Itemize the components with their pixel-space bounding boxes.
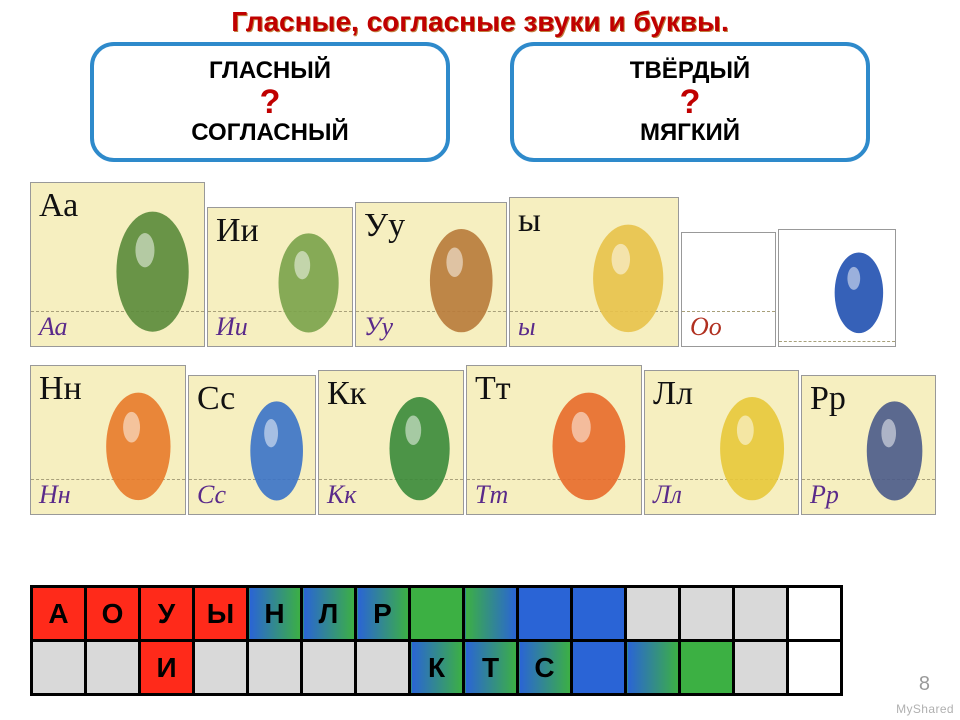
- letter-card: Уу Уу: [355, 202, 507, 347]
- table-cell: С: [518, 641, 572, 695]
- table-cell: [32, 641, 86, 695]
- option-boxes: ГЛАСНЫЙ ? СОГЛАСНЫЙ ТВЁРДЫЙ ? МЯГКИЙ: [0, 42, 960, 162]
- table-cell: О: [86, 587, 140, 641]
- letter-card: Лл Лл: [644, 370, 799, 515]
- blue-C-icon: [242, 386, 311, 504]
- table-cell: [248, 641, 302, 695]
- snail-U-icon: [420, 213, 503, 336]
- print-letter: [779, 230, 895, 234]
- table-cell: [680, 587, 734, 641]
- letter-card: Кк Кк: [318, 370, 464, 515]
- planet-O-icon: [827, 240, 891, 336]
- hard-soft-box: ТВЁРДЫЙ ? МЯГКИЙ: [510, 42, 870, 162]
- vowel-consonant-box: ГЛАСНЫЙ ? СОГЛАСНЫЙ: [90, 42, 450, 162]
- needles-I-icon: [269, 218, 348, 336]
- table-cell: [86, 641, 140, 695]
- print-letter: [682, 233, 775, 237]
- phone-T-icon: [541, 376, 637, 504]
- table-cell: [788, 641, 842, 695]
- letter-card: Нн Нн: [30, 365, 186, 515]
- watermark: MyShared: [896, 702, 954, 716]
- table-cell: [572, 641, 626, 695]
- table-cell: К: [410, 641, 464, 695]
- table-cell: [734, 641, 788, 695]
- letter-cards-row-1: Аа АаИи ИиУу Ууы ыОо: [0, 182, 960, 347]
- table-cell: [788, 587, 842, 641]
- page-title: Гласные, согласные звуки и буквы.: [0, 0, 960, 38]
- cactus-K-icon: [380, 381, 459, 504]
- table-cell: [734, 587, 788, 641]
- letter-card: [778, 229, 896, 347]
- box-right-qmark: ?: [680, 85, 701, 119]
- cheese-Y-icon: [582, 208, 674, 336]
- letter-card: Рр Рр: [801, 375, 936, 515]
- socks-N-icon: [96, 376, 181, 504]
- box-left-qmark: ?: [260, 85, 281, 119]
- table-cell: Л: [302, 587, 356, 641]
- table-cell: А: [32, 587, 86, 641]
- letter-card: ы ы: [509, 197, 679, 347]
- table-row: АОУЫНЛР: [32, 587, 842, 641]
- table-cell: [626, 587, 680, 641]
- table-cell: [626, 641, 680, 695]
- watermelon-A-icon: [105, 193, 200, 336]
- table-cell: И: [140, 641, 194, 695]
- table-cell: Н: [248, 587, 302, 641]
- box-left-bottom: СОГЛАСНЫЙ: [191, 119, 348, 147]
- table-cell: [464, 587, 518, 641]
- table-cell: Т: [464, 641, 518, 695]
- letter-card: Тт Тт: [466, 365, 642, 515]
- table-cell: У: [140, 587, 194, 641]
- box-left-top: ГЛАСНЫЙ: [209, 57, 331, 85]
- cursive-letter: [779, 341, 895, 346]
- table-cell: [194, 641, 248, 695]
- table-cell: [356, 641, 410, 695]
- box-right-bottom: МЯГКИЙ: [640, 119, 740, 147]
- lemon-L-icon: [710, 381, 794, 504]
- letter-card: Сс Сс: [188, 375, 316, 515]
- letter-card: Аа Аа: [30, 182, 205, 347]
- table-cell: Ы: [194, 587, 248, 641]
- table-cell: [518, 587, 572, 641]
- letter-cards-row-2: Нн НнСс СсКк КкТт ТтЛл ЛлРр Рр: [0, 365, 960, 515]
- table-row: И КТС: [32, 641, 842, 695]
- table-cell: Р: [356, 587, 410, 641]
- letter-card: Оо: [681, 232, 776, 347]
- table-cell: [410, 587, 464, 641]
- cursive-letter: Оо: [682, 311, 775, 346]
- table-cell: [680, 641, 734, 695]
- box-right-top: ТВЁРДЫЙ: [630, 57, 750, 85]
- robot-R-icon: [858, 386, 931, 504]
- page-number: 8: [919, 673, 930, 696]
- letter-card: Ии Ии: [207, 207, 353, 347]
- letter-classification-table: АОУЫНЛРИКТС: [30, 585, 843, 696]
- table-cell: [302, 641, 356, 695]
- table-cell: [572, 587, 626, 641]
